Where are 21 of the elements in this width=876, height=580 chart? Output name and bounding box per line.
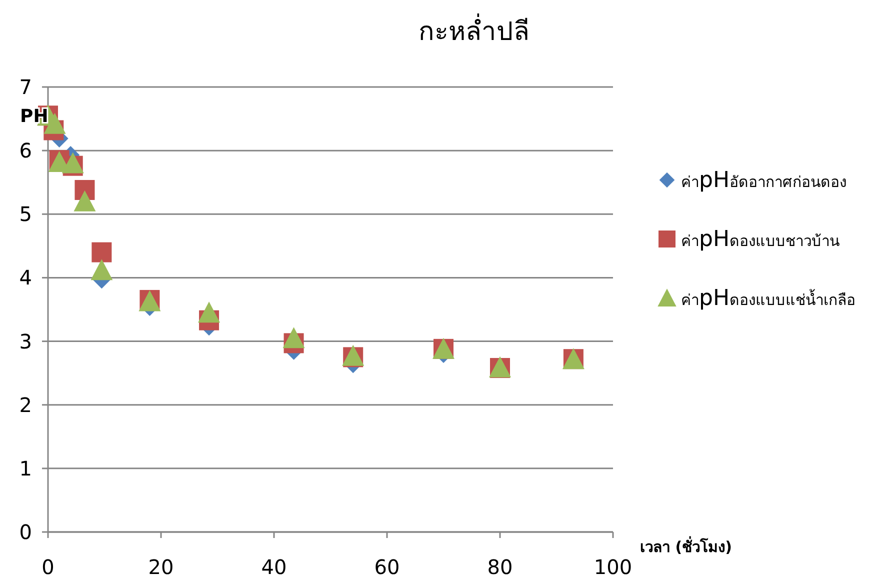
y-tick-label: 2 <box>19 392 32 417</box>
x-tick-label: 100 <box>594 555 632 579</box>
x-tick-label: 0 <box>42 555 54 579</box>
x-tick-label: 80 <box>487 555 513 579</box>
y-tick-label: 1 <box>19 456 32 480</box>
y-tick-label: 7 <box>19 75 32 99</box>
point <box>90 259 113 280</box>
y-tick-label: 4 <box>19 266 32 290</box>
y-tick-label: 6 <box>19 138 32 163</box>
y-tick-label: 5 <box>19 202 32 226</box>
y-tick-label: 3 <box>19 329 32 354</box>
point <box>74 190 96 212</box>
point <box>282 327 305 348</box>
xlabel: เวลา (ชั่วโมง) <box>640 538 732 556</box>
x-tick-label: 60 <box>374 555 400 579</box>
point <box>198 302 220 323</box>
x-tick-label: 40 <box>261 555 287 579</box>
y-tick-label: 0 <box>19 520 32 544</box>
point <box>92 242 112 262</box>
point <box>62 152 84 174</box>
x-tick-label: 20 <box>148 555 174 579</box>
